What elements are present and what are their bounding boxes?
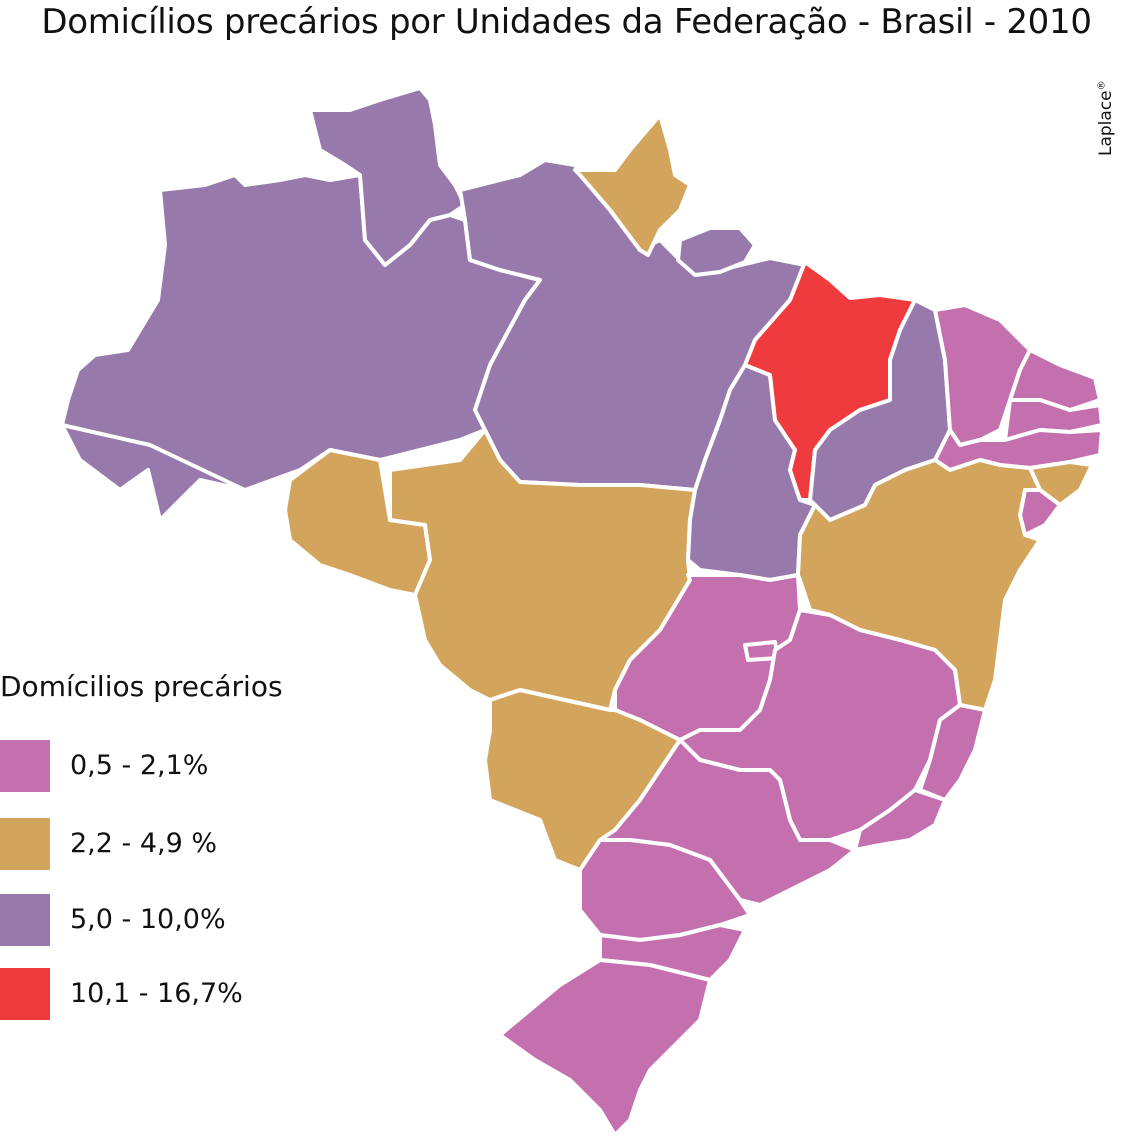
state-ceara	[933, 303, 1032, 447]
state-rio-de-janeiro	[853, 788, 947, 852]
state-rio-grande-do-sul	[498, 958, 712, 1137]
legend-item-class-1: 0,5 - 2,1%	[0, 740, 300, 792]
legend-swatch	[0, 894, 50, 946]
legend-item-class-2: 2,2 - 4,9 %	[0, 818, 300, 870]
legend-swatch	[0, 968, 50, 1020]
legend-swatch	[0, 740, 50, 792]
legend-label: 0,5 - 2,1%	[70, 750, 209, 781]
legend-label: 2,2 - 4,9 %	[70, 828, 218, 859]
legend-label: 5,0 - 10,0%	[70, 904, 226, 935]
legend-title: Domícilios precários	[0, 670, 283, 703]
state-amapa	[573, 113, 692, 257]
legend-item-class-3: 5,0 - 10,0%	[0, 894, 300, 946]
legend-label: 10,1 - 16,7%	[70, 978, 243, 1009]
map-title: Domicílios precários por Unidades da Fed…	[41, 2, 1092, 42]
state-roraima	[308, 86, 467, 267]
state-acre	[60, 423, 247, 522]
legend-item-class-4: 10,1 - 16,7%	[0, 968, 300, 1020]
island-marajo	[676, 226, 757, 277]
state-sao-paulo	[598, 738, 857, 907]
legend-swatch	[0, 818, 50, 870]
